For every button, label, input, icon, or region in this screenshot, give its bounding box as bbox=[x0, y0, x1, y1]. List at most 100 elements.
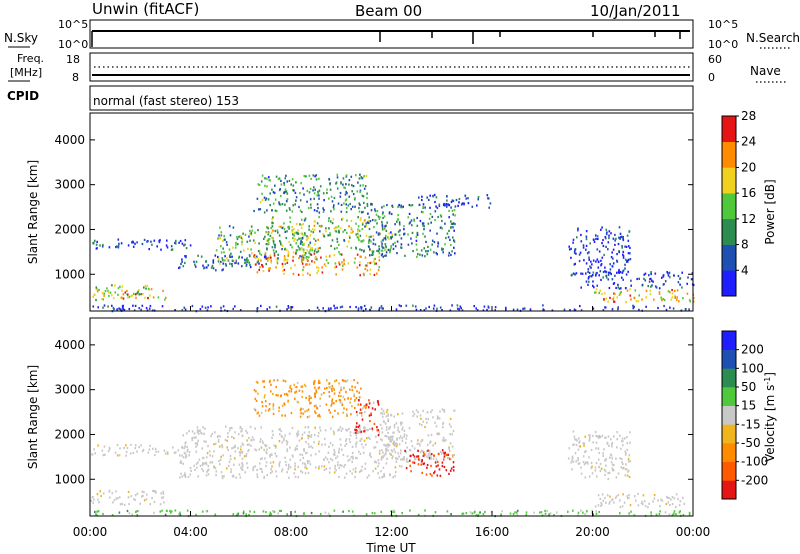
velocity-cell bbox=[451, 454, 454, 457]
power-cell bbox=[269, 179, 271, 182]
power-cell bbox=[368, 239, 370, 242]
velocity-cell bbox=[611, 463, 614, 466]
power-cell bbox=[322, 307, 324, 310]
velocity-cell bbox=[617, 494, 620, 497]
power-cell bbox=[265, 197, 268, 200]
velocity-cell bbox=[108, 496, 111, 499]
velocity-cell bbox=[317, 442, 320, 446]
power-cell bbox=[486, 194, 489, 197]
power-cell bbox=[348, 179, 351, 182]
power-cell bbox=[288, 207, 291, 210]
power-cell bbox=[258, 183, 261, 187]
velocity-cell bbox=[386, 408, 389, 411]
velocity-cell bbox=[378, 431, 380, 434]
velocity-cell bbox=[282, 439, 285, 442]
power-cell bbox=[604, 237, 607, 240]
power-cell bbox=[226, 243, 228, 246]
power-cell bbox=[308, 174, 311, 177]
velocity-cell bbox=[568, 447, 571, 450]
velocity-cell bbox=[634, 495, 636, 498]
power-cell bbox=[282, 270, 284, 273]
velocity-cell bbox=[450, 513, 452, 516]
velocity-cell bbox=[422, 462, 425, 466]
velocity-cell bbox=[429, 451, 431, 454]
velocity-cell bbox=[577, 457, 579, 460]
power-cell bbox=[416, 231, 419, 234]
velocity-cell bbox=[297, 476, 300, 479]
power-colorbar-swatch bbox=[722, 141, 736, 168]
velocity-cell bbox=[187, 475, 190, 479]
velocity-ylabel: Slant Range [km] bbox=[26, 365, 40, 469]
velocity-cell bbox=[417, 463, 420, 466]
velocity-cell bbox=[316, 406, 318, 409]
velocity-cell bbox=[416, 415, 418, 418]
power-cell bbox=[318, 194, 320, 197]
velocity-cell bbox=[227, 448, 229, 452]
velocity-cell bbox=[355, 437, 358, 440]
velocity-cell bbox=[392, 435, 394, 438]
velocity-cell bbox=[214, 467, 217, 470]
time-tick-label: 04:00 bbox=[173, 525, 208, 539]
velocity-cell bbox=[294, 386, 297, 389]
power-cell bbox=[273, 254, 276, 257]
power-cell bbox=[299, 242, 302, 245]
power-cell bbox=[368, 227, 371, 231]
velocity-cell bbox=[544, 512, 547, 515]
power-cell bbox=[572, 241, 574, 244]
power-cell bbox=[467, 202, 470, 205]
velocity-cell bbox=[421, 459, 423, 462]
velocity-cell bbox=[443, 465, 446, 469]
power-cell bbox=[575, 272, 578, 275]
power-cell bbox=[329, 188, 332, 191]
power-cell bbox=[98, 288, 100, 291]
velocity-cell bbox=[602, 452, 604, 455]
power-cell bbox=[437, 245, 439, 248]
power-cell bbox=[280, 183, 283, 186]
power-cell bbox=[387, 248, 390, 251]
power-cell bbox=[313, 197, 315, 200]
power-cell bbox=[385, 244, 387, 248]
velocity-cell bbox=[602, 499, 604, 502]
velocity-cell bbox=[678, 511, 681, 514]
velocity-cell bbox=[448, 447, 450, 450]
power-cell bbox=[296, 232, 299, 235]
power-cell bbox=[339, 306, 342, 309]
power-cell bbox=[313, 261, 316, 264]
velocity-cell bbox=[620, 447, 622, 450]
power-cell bbox=[361, 177, 364, 180]
power-cell bbox=[614, 233, 616, 236]
velocity-cell bbox=[309, 463, 312, 466]
power-cell bbox=[291, 225, 293, 228]
power-cell bbox=[360, 177, 363, 180]
power-cell bbox=[289, 216, 291, 219]
velocity-cell bbox=[118, 454, 121, 457]
velocity-cell bbox=[280, 430, 282, 433]
power-cell bbox=[441, 309, 443, 312]
velocity-cell bbox=[214, 513, 217, 516]
velocity-cell bbox=[355, 428, 357, 432]
power-cell bbox=[184, 239, 187, 242]
power-cell bbox=[436, 253, 438, 256]
power-cell bbox=[320, 225, 322, 228]
velocity-cell bbox=[640, 502, 643, 505]
velocity-cell bbox=[339, 426, 342, 429]
power-cell bbox=[305, 263, 307, 266]
power-cell bbox=[427, 250, 429, 253]
power-cell bbox=[343, 262, 346, 265]
power-cell bbox=[267, 231, 269, 234]
velocity-cell bbox=[349, 470, 351, 473]
power-cell bbox=[164, 298, 166, 301]
power-cell bbox=[445, 236, 447, 240]
velocity-cell bbox=[136, 450, 138, 453]
velocity-cell bbox=[329, 467, 331, 470]
power-cell bbox=[390, 212, 393, 216]
velocity-cell bbox=[307, 408, 310, 411]
velocity-cell bbox=[161, 496, 163, 499]
velocity-cell bbox=[205, 474, 208, 477]
power-colorbar-tick-label: 28 bbox=[741, 109, 756, 123]
power-cell bbox=[618, 270, 620, 273]
power-cell bbox=[333, 196, 336, 200]
power-cell bbox=[359, 274, 361, 277]
power-cell bbox=[447, 203, 449, 206]
velocity-cell bbox=[345, 428, 347, 431]
